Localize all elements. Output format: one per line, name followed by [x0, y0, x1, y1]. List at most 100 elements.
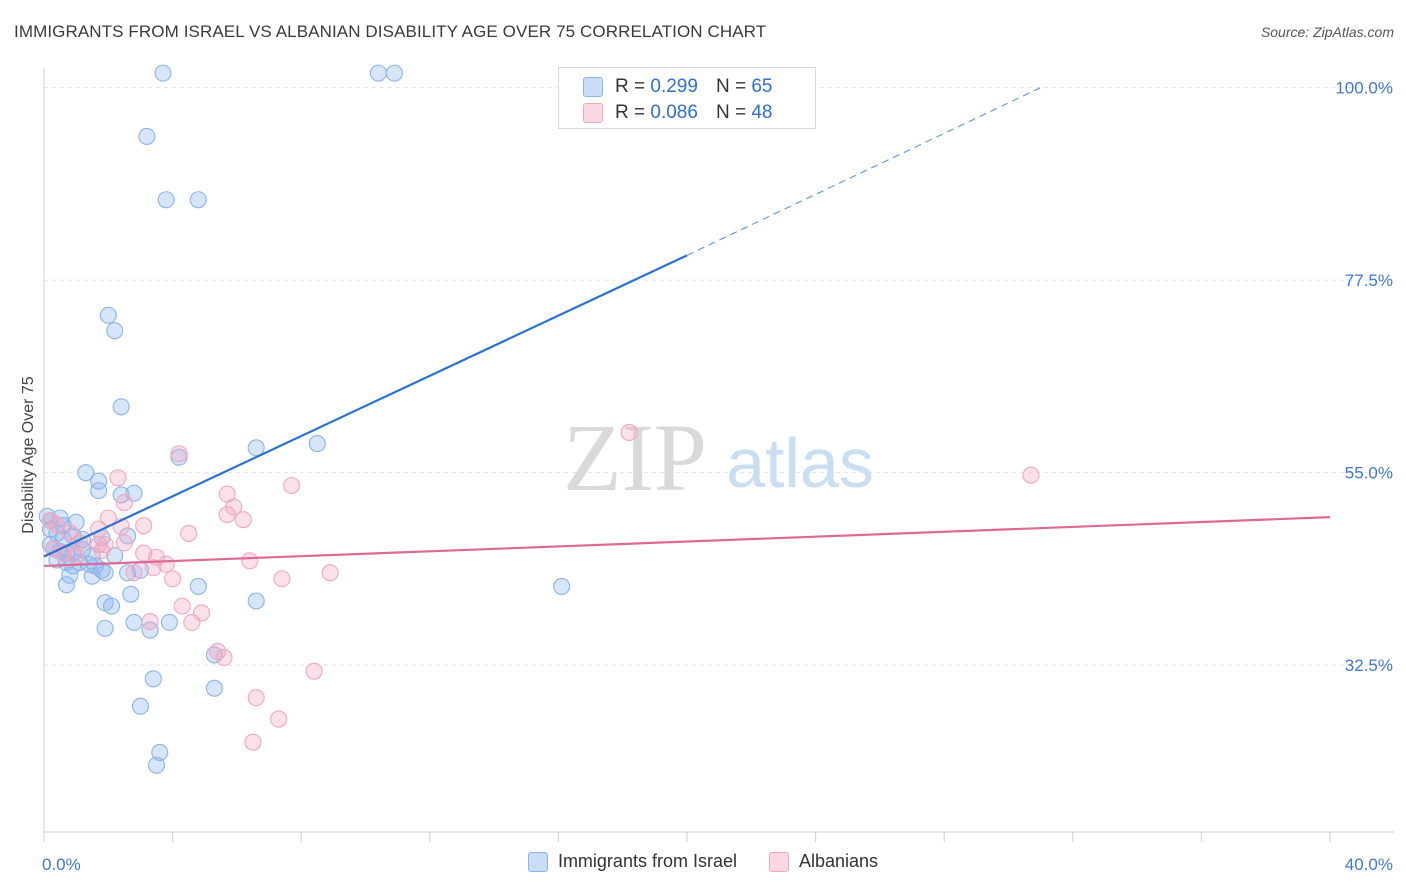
data-point	[209, 642, 227, 661]
y-tick-label: 77.5%	[1345, 271, 1393, 290]
stats-row-albanians: R = 0.086 N = 48	[583, 100, 772, 126]
data-point	[115, 494, 133, 512]
data-point	[157, 191, 175, 209]
legend-label: Immigrants from Israel	[557, 851, 737, 871]
data-point	[93, 561, 111, 579]
data-point	[135, 517, 153, 535]
data-point	[48, 551, 66, 569]
data-point	[180, 524, 198, 542]
data-point	[218, 506, 236, 524]
r-label: R =	[615, 102, 646, 123]
data-point	[189, 191, 207, 209]
data-point	[122, 585, 140, 603]
chart-title: IMMIGRANTS FROM ISRAEL VS ALBANIAN DISAB…	[14, 22, 767, 41]
data-point	[154, 64, 172, 82]
data-point	[109, 469, 127, 487]
stats-legend: R = 0.299 N = 65 R = 0.086 N = 48	[558, 67, 816, 129]
data-point	[138, 127, 156, 145]
source-label: Source: ZipAtlas.com	[1260, 24, 1394, 40]
data-point	[151, 743, 169, 761]
data-point	[173, 597, 191, 615]
data-point	[305, 662, 323, 680]
albanians-swatch-icon	[768, 851, 789, 872]
data-point	[369, 64, 387, 82]
data-point	[131, 697, 149, 715]
data-point	[553, 577, 571, 596]
data-point	[270, 710, 288, 728]
y-tick-label: 32.5%	[1345, 656, 1393, 675]
data-point	[57, 576, 76, 594]
data-point	[125, 564, 143, 582]
data-point	[321, 564, 339, 582]
data-point	[83, 567, 101, 585]
stats-row-israel: R = 0.299 N = 65	[583, 74, 772, 100]
tick-labels: 32.5% 55.0% 77.5% 100.0% 0.0% 40.0%	[42, 79, 1393, 874]
data-point	[64, 544, 82, 562]
data-point	[189, 577, 207, 596]
series-israel	[38, 64, 571, 774]
data-points	[38, 64, 1040, 774]
legend-label: Albanians	[798, 851, 879, 871]
israel-swatch-icon	[527, 851, 548, 872]
grid-lines	[44, 87, 1394, 666]
watermark-zip: ZIP	[563, 404, 707, 511]
data-point	[234, 511, 252, 529]
data-point	[205, 679, 223, 697]
series-albanians	[41, 423, 1040, 751]
data-point	[144, 559, 162, 577]
data-point	[67, 547, 85, 565]
data-point	[106, 322, 124, 340]
r-value: 0.299	[650, 76, 698, 97]
n-label: N =	[715, 102, 747, 123]
legend-item-albanians[interactable]: Albanians	[768, 851, 879, 872]
trend-line	[43, 516, 1331, 568]
data-point	[67, 513, 85, 531]
legend-item-israel[interactable]: Immigrants from Israel	[527, 851, 737, 872]
data-point	[90, 472, 108, 490]
data-point	[77, 464, 95, 482]
data-point	[144, 670, 162, 688]
data-point	[247, 439, 265, 457]
watermark: ZIP atlas	[563, 404, 874, 511]
data-point	[112, 398, 130, 416]
data-point	[244, 733, 262, 751]
data-point	[115, 534, 133, 552]
data-point	[96, 564, 114, 582]
n-label: N =	[715, 76, 747, 97]
data-point	[119, 564, 137, 582]
data-point	[99, 306, 117, 324]
trend-line	[43, 254, 688, 558]
data-point	[147, 756, 166, 774]
axes	[43, 68, 1394, 842]
data-point	[170, 445, 188, 463]
data-point	[160, 613, 178, 631]
series-legend: Immigrants from Israel Albanians	[0, 851, 1406, 872]
data-point	[125, 613, 143, 631]
data-point	[247, 592, 265, 610]
data-point	[183, 613, 201, 631]
data-point	[102, 597, 121, 615]
x-tick-label: 40.0%	[1345, 855, 1393, 874]
watermark-atlas: atlas	[726, 424, 874, 502]
data-point	[96, 619, 114, 637]
data-point	[61, 566, 79, 584]
y-tick-label: 100.0%	[1335, 79, 1393, 98]
data-point	[308, 435, 326, 453]
n-value: 65	[751, 76, 773, 97]
data-point	[164, 570, 182, 588]
data-point	[141, 612, 159, 631]
x-tick-label: 0.0%	[42, 855, 81, 874]
trend-extension	[686, 87, 1041, 256]
y-tick-label: 55.0%	[1345, 464, 1393, 483]
n-value: 48	[751, 102, 773, 123]
data-point	[241, 552, 259, 570]
trend-lines	[43, 87, 1331, 568]
data-point	[48, 516, 66, 534]
data-point	[93, 541, 111, 560]
data-point	[283, 476, 301, 495]
israel-swatch-icon	[583, 77, 603, 97]
data-point	[247, 689, 265, 707]
data-point	[620, 423, 638, 442]
y-axis-label: Disability Age Over 75	[20, 376, 37, 534]
